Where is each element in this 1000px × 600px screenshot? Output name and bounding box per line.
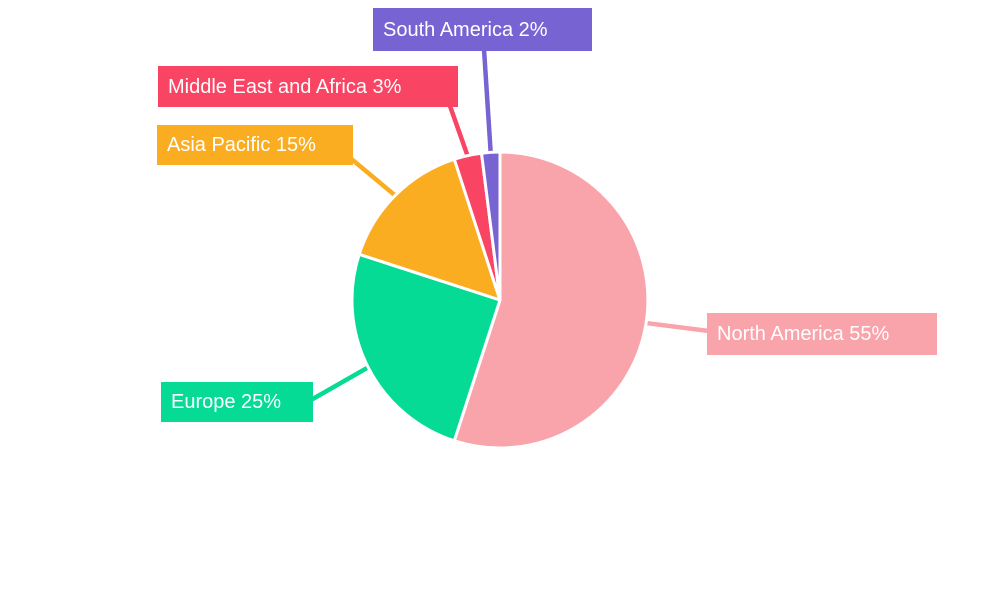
connector-europe [309, 364, 372, 402]
label-middle-east-and-africa: Middle East and Africa 3% [158, 66, 458, 107]
label-north-america: North America 55% [707, 313, 937, 355]
connector-middle-east-and-africa [447, 105, 471, 159]
connector-south-america [481, 48, 494, 155]
connector-north-america [643, 320, 710, 334]
pie-slice-europe[interactable] [350, 252, 502, 443]
label-asia-pacific: Asia Pacific 15% [157, 125, 353, 165]
label-europe: Europe 25% [161, 382, 313, 422]
connector-asia-pacific [347, 155, 399, 199]
label-south-america: South America 2% [373, 8, 592, 51]
pie-slice-south-america[interactable] [480, 150, 502, 302]
pie-slice-north-america[interactable] [452, 150, 650, 450]
